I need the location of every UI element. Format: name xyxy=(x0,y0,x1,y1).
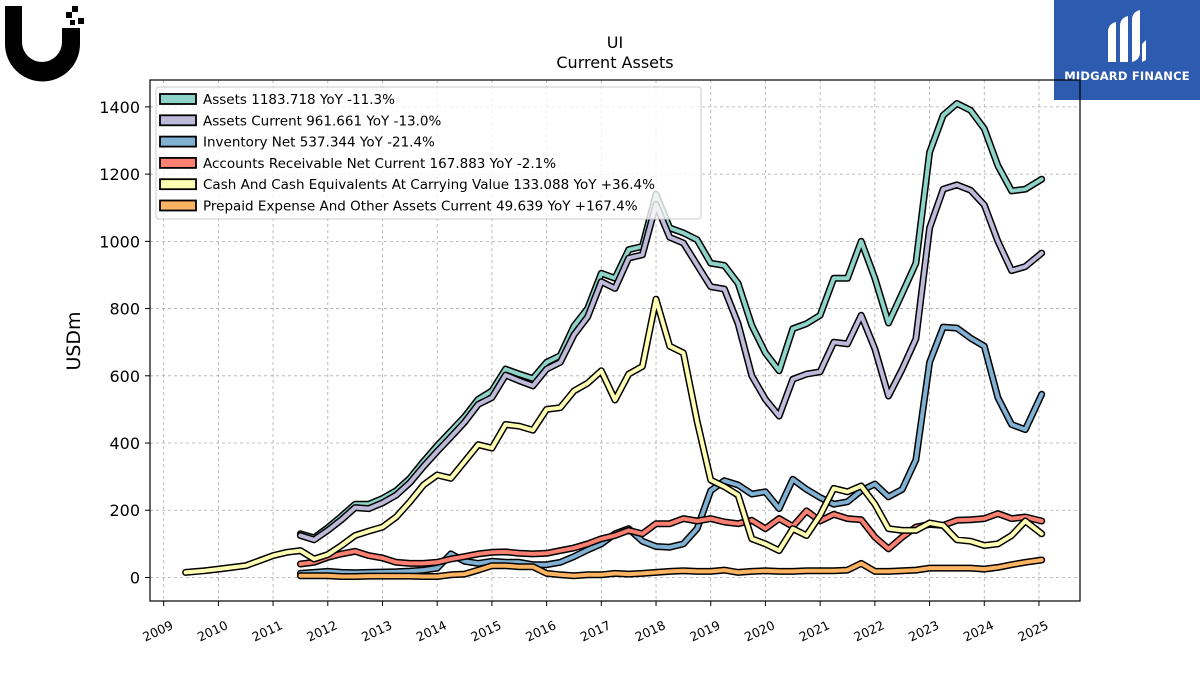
y-tick-label: 800 xyxy=(109,300,140,319)
legend-entry: Cash And Cash Equivalents At Carrying Va… xyxy=(203,177,655,193)
x-tick-label: 2022 xyxy=(851,617,886,644)
legend-entry: Inventory Net 537.344 YoY -21.4% xyxy=(203,135,435,151)
x-tick-label: 2012 xyxy=(304,617,339,644)
x-tick-label: 2020 xyxy=(742,617,777,644)
x-tick-label: 2019 xyxy=(687,617,722,644)
legend-swatch xyxy=(159,199,197,212)
y-tick-label: 200 xyxy=(109,501,140,520)
series-layer xyxy=(182,100,1046,580)
legend: Assets 1183.718 YoY -11.3% Assets Current… xyxy=(155,86,702,220)
legend-swatch xyxy=(159,135,197,148)
y-axis-label: USDm xyxy=(63,311,85,370)
ubiquiti-logo xyxy=(0,0,90,90)
x-tick-label: 2011 xyxy=(250,617,285,644)
y-tick-label: 0 xyxy=(130,568,140,587)
y-tick-label: 1200 xyxy=(99,165,140,184)
legend-swatch xyxy=(159,114,197,127)
x-tick-label: 2024 xyxy=(961,617,996,644)
x-tick-label: 2013 xyxy=(359,617,394,644)
x-tick-label: 2018 xyxy=(633,617,668,644)
x-tick-label: 2023 xyxy=(906,617,941,644)
x-tick-label: 2014 xyxy=(414,617,449,644)
legend-entry: Assets Current 961.661 YoY -13.0% xyxy=(203,113,442,129)
y-tick-label: 1000 xyxy=(99,232,140,251)
legend-box xyxy=(155,86,702,220)
series-line-outline xyxy=(296,507,1046,568)
x-tick-label: 2015 xyxy=(468,617,503,644)
legend-entry: Assets 1183.718 YoY -11.3% xyxy=(203,92,395,108)
legend-swatch xyxy=(159,156,197,169)
x-tick-label: 2016 xyxy=(523,617,558,644)
x-tick-label: 2025 xyxy=(1015,617,1050,644)
x-tick-label: 2009 xyxy=(140,617,175,644)
midgard-emblem-icon xyxy=(1108,10,1146,62)
y-tick-label: 600 xyxy=(109,367,140,386)
series-line-3 xyxy=(298,508,1044,566)
y-tick-label: 1400 xyxy=(99,98,140,117)
series-line-5 xyxy=(298,558,1044,579)
legend-entry: Prepaid Expense And Other Assets Current… xyxy=(203,199,638,215)
legend-entry: Accounts Receivable Net Current 167.883 … xyxy=(203,156,556,172)
series-line-4 xyxy=(183,297,1044,575)
u-logo-icon xyxy=(5,6,84,82)
x-tick-label: 2021 xyxy=(797,617,832,644)
chart-title: UI xyxy=(607,33,623,52)
chart-subtitle: Current Assets xyxy=(556,53,673,72)
x-tick-label: 2010 xyxy=(195,617,230,644)
midgard-finance-logo: MIDGARD FINANCE xyxy=(1054,0,1200,100)
axis-layer: 0 200 400 600 800 1000 1200 1400 2009 2010 2011 201… xyxy=(99,98,1050,645)
y-tick-label: 400 xyxy=(109,434,140,453)
series-line-2 xyxy=(298,325,1044,576)
series-line-1 xyxy=(298,182,1044,542)
legend-swatch xyxy=(159,93,197,105)
legend-swatch xyxy=(159,178,197,191)
x-tick-label: 2017 xyxy=(578,617,613,644)
plot-frame xyxy=(149,79,1081,602)
midgard-brand-text: MIDGARD FINANCE xyxy=(1064,69,1190,83)
